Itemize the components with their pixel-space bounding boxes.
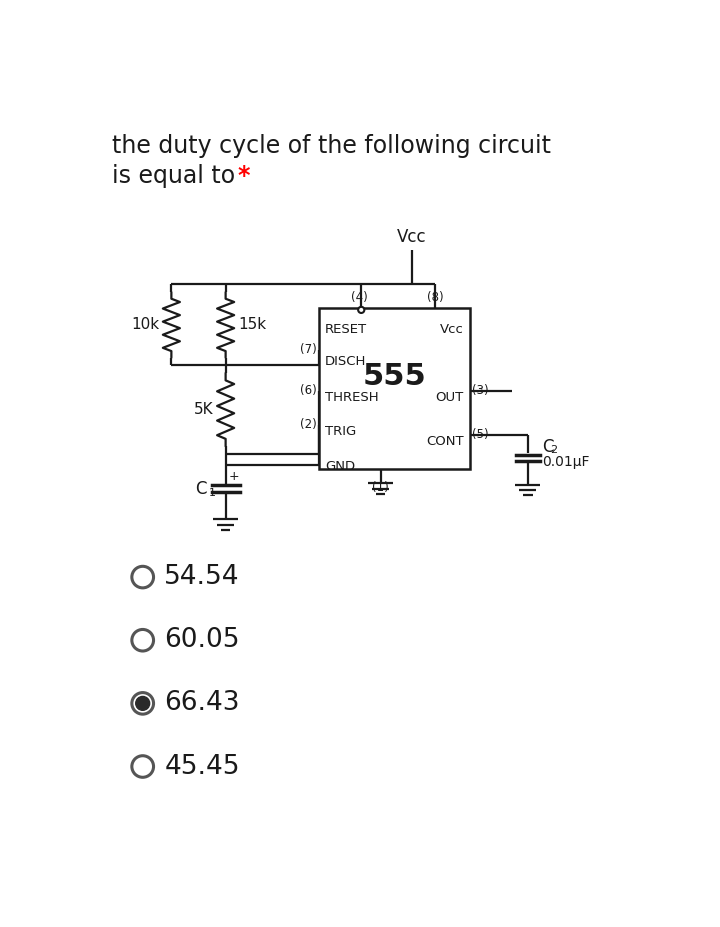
Text: TRIG: TRIG bbox=[325, 425, 356, 438]
Text: THRESH: THRESH bbox=[325, 391, 379, 404]
Text: 555: 555 bbox=[362, 362, 426, 391]
Text: CONT: CONT bbox=[426, 435, 464, 448]
Circle shape bbox=[132, 629, 153, 651]
Circle shape bbox=[132, 566, 153, 588]
Text: (5): (5) bbox=[472, 428, 489, 441]
Text: 66.43: 66.43 bbox=[164, 691, 240, 717]
Text: 2: 2 bbox=[550, 445, 557, 455]
Text: 1: 1 bbox=[209, 489, 215, 498]
Text: Vcc: Vcc bbox=[397, 228, 426, 246]
Text: 15k: 15k bbox=[238, 317, 266, 333]
Text: *: * bbox=[238, 163, 250, 187]
Text: Vcc: Vcc bbox=[440, 323, 464, 336]
Text: 60.05: 60.05 bbox=[164, 628, 240, 654]
Bar bbox=[319, 308, 469, 469]
Circle shape bbox=[358, 307, 364, 313]
Circle shape bbox=[132, 692, 153, 714]
Text: (4): (4) bbox=[351, 291, 368, 304]
Text: C: C bbox=[196, 479, 207, 498]
Text: (1): (1) bbox=[372, 481, 389, 494]
Text: 10k: 10k bbox=[131, 317, 159, 333]
Text: (3): (3) bbox=[472, 385, 489, 398]
Text: 45.45: 45.45 bbox=[164, 754, 240, 780]
Text: 0.01μF: 0.01μF bbox=[542, 454, 590, 468]
Text: +: + bbox=[229, 471, 239, 484]
Text: (8): (8) bbox=[426, 291, 444, 304]
Text: GND: GND bbox=[325, 460, 355, 473]
Text: the duty cycle of the following circuit: the duty cycle of the following circuit bbox=[112, 134, 551, 159]
Circle shape bbox=[132, 756, 153, 778]
Text: RESET: RESET bbox=[325, 323, 367, 336]
Text: (2): (2) bbox=[300, 418, 316, 431]
Text: (6): (6) bbox=[300, 385, 316, 398]
Text: is equal to: is equal to bbox=[112, 163, 243, 187]
Text: DISCH: DISCH bbox=[325, 355, 366, 368]
Text: 54.54: 54.54 bbox=[164, 565, 240, 590]
Text: OUT: OUT bbox=[436, 391, 464, 404]
Circle shape bbox=[136, 696, 150, 710]
Text: (7): (7) bbox=[300, 343, 316, 357]
Text: 5K: 5K bbox=[194, 402, 213, 417]
Text: C: C bbox=[542, 438, 554, 456]
